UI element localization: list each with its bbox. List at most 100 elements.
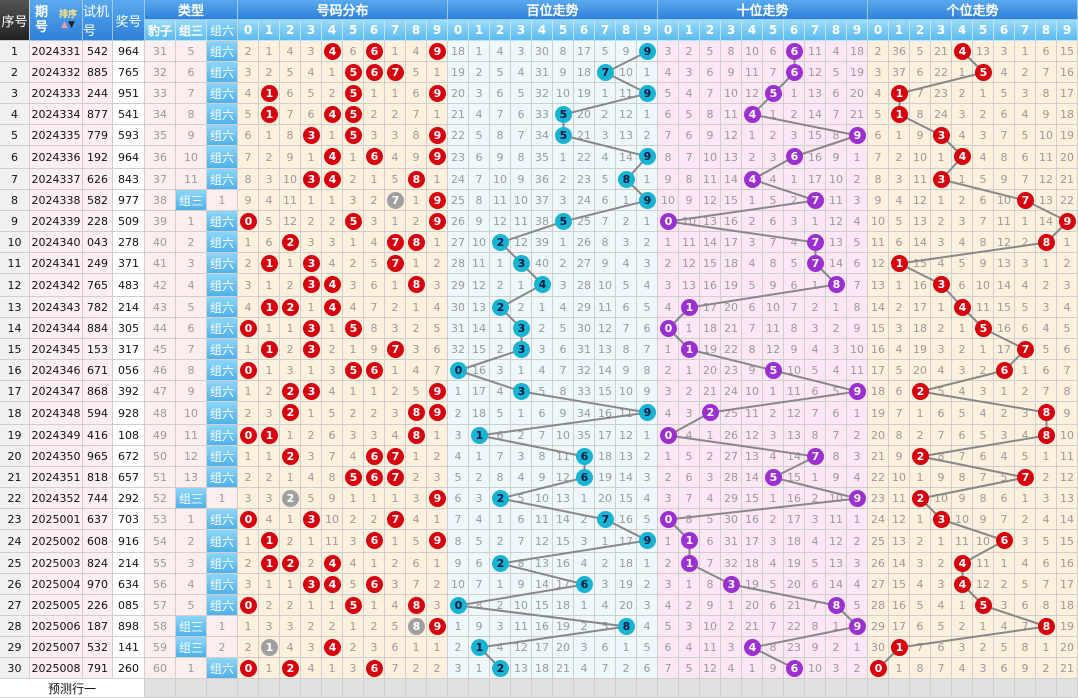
row-issue: 2024338 [30,190,83,211]
miss-count: 8 [553,41,574,62]
tens-ball: 7 [807,255,824,272]
miss-count: 7 [238,146,259,169]
distribution-ball: 2 [282,660,299,677]
miss-count: 1 [427,62,448,83]
miss-count: 17 [574,41,595,62]
distribution-ball: 0 [240,511,257,528]
hundreds-ball: 9 [639,404,656,421]
miss-count: 7 [826,104,847,125]
distribution-ball: 9 [429,192,446,209]
hundreds-ball: 1 [471,427,488,444]
header-digit: 2 [700,20,721,41]
distribution-ball: 9 [429,404,446,421]
distribution-ball: 6 [366,532,383,549]
miss-count: 4 [406,41,427,62]
tens-ball: 2 [702,404,719,421]
header-digit: 4 [742,20,763,41]
distribution-ball: 3 [303,511,320,528]
tens-ball: 1 [681,341,698,358]
tens-ball: 9 [849,127,866,144]
trend-line-segment [920,476,1026,500]
sort-toggle[interactable]: 排序 ▲▼ [59,10,77,30]
units-ball: 0 [870,660,887,677]
units-ball: 8 [1038,404,1055,421]
type-miss: 31 [145,41,176,62]
tens-ball: 0 [660,320,677,337]
miss-count: 10 [700,146,721,169]
miss-count: 7 [910,83,931,104]
type-miss: 32 [145,62,176,83]
distribution-ball: 3 [303,171,320,188]
trend-line-segment [458,348,522,372]
miss-count: 14 [721,169,742,190]
header-digit: 9 [847,20,868,41]
miss-count: 9 [238,190,259,211]
hundreds-ball: 8 [618,171,635,188]
distribution-ball: 2 [282,404,299,421]
miss-count: 4 [826,41,847,62]
miss-count: 3 [259,169,280,190]
trend-line-segment [899,71,984,95]
hundreds-ball: 5 [555,213,572,230]
distribution-ball: 9 [429,490,446,507]
header-digit: 6 [994,20,1015,41]
miss-count: 6 [511,104,532,125]
trend-line-segment [458,604,627,628]
distribution-ball: 2 [282,383,299,400]
distribution-ball: 8 [408,234,425,251]
miss-count: 4 [511,62,532,83]
row-seq: 3 [0,83,30,104]
distribution-ball: 1 [261,427,278,444]
header-digit: 7 [385,20,406,41]
units-ball: 1 [891,106,908,123]
distribution-ball: 7 [387,234,404,251]
trend-line-segment [773,369,858,393]
miss-count: 8 [994,146,1015,169]
miss-count: 5 [1015,125,1036,146]
miss-count: 7 [469,169,490,190]
miss-count: 1 [742,125,763,146]
miss-count: 1 [385,41,406,62]
trend-line-segment [458,583,585,607]
header-seq: 序号 [0,0,30,41]
miss-count: 24 [931,104,952,125]
miss-count: 32 [532,83,553,104]
header-digit: 1 [259,20,280,41]
miss-count: 1 [847,146,868,169]
row-seq: 4 [0,104,30,125]
miss-count: 12 [616,104,637,125]
miss-count: 2 [469,62,490,83]
miss-count: 4 [868,83,889,104]
type-badge: 组六 [207,83,238,104]
sort-up-icon[interactable]: ▲ [61,20,68,30]
header-digit: 6 [784,20,805,41]
units-ball: 2 [912,448,929,465]
miss-count: 10 [280,169,301,190]
repeat-digit-ball: 2 [282,490,299,507]
row-issue: 2024331 [30,41,83,62]
sort-down-icon[interactable]: ▼ [67,20,75,30]
distribution-ball: 8 [408,427,425,444]
row-issue: 2024337 [30,169,83,190]
hundreds-ball: 9 [639,192,656,209]
header-digit: 3 [511,20,532,41]
miss-count: 30 [532,41,553,62]
distribution-ball: 4 [324,639,341,656]
miss-count: 6 [343,41,364,62]
miss-count: 6 [679,125,700,146]
distribution-ball: 3 [303,576,320,593]
distribution-ball: 1 [261,555,278,572]
miss-count: 3 [343,190,364,211]
header-issue[interactable]: 期号 排序 ▲▼ [30,0,83,41]
trend-line-segment [668,199,816,223]
units-ball: 3 [933,276,950,293]
row-seq: 5 [0,125,30,146]
type-miss: 8 [176,104,207,125]
miss-count: 2 [889,146,910,169]
tens-ball: 0 [660,427,677,444]
miss-count: 1 [322,190,343,211]
miss-count: 37 [889,62,910,83]
units-ball: 1 [891,255,908,272]
distribution-ball: 6 [366,148,383,165]
distribution-ball: 1 [261,532,278,549]
